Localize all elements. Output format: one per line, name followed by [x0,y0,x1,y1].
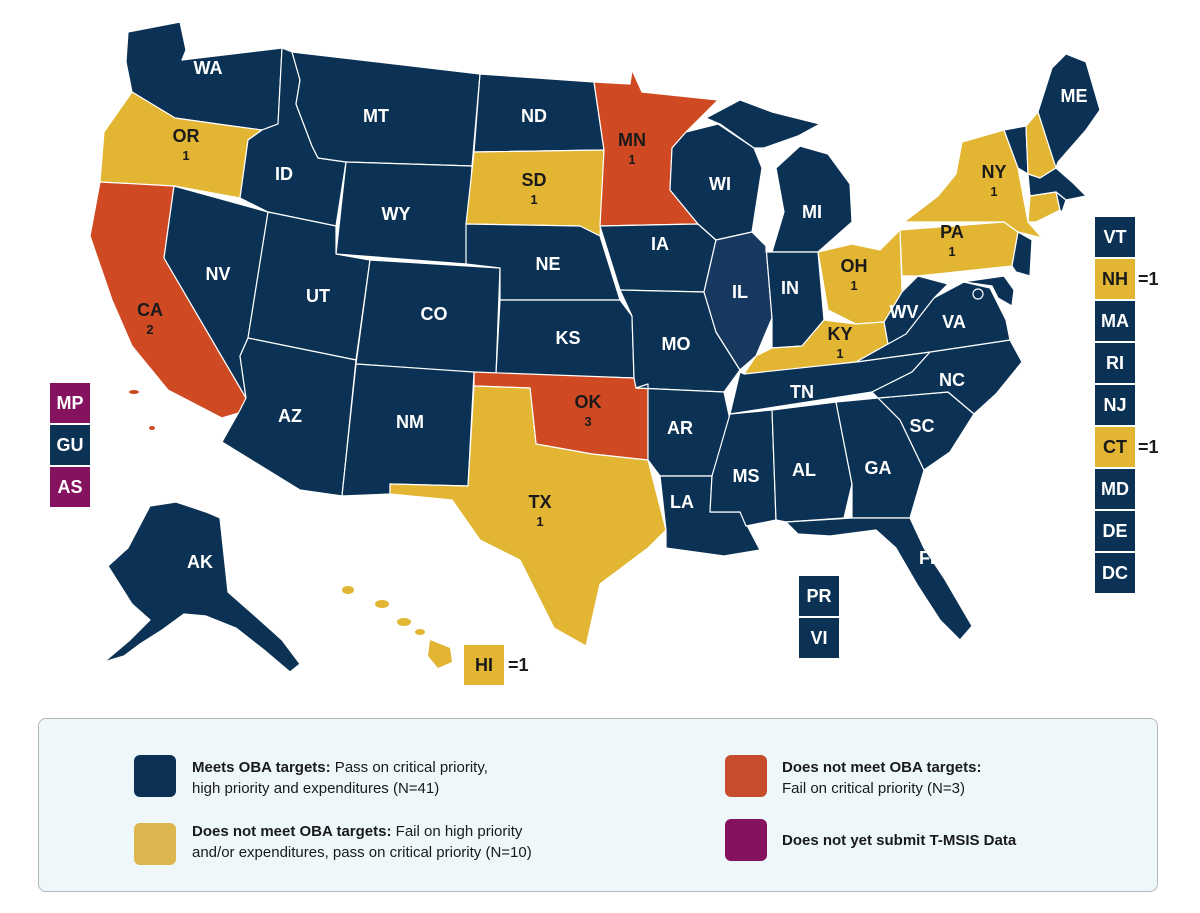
state-label-nc: NC [939,370,965,390]
state-label-ky: KY [827,324,852,344]
state-label-ok: OK [575,392,602,412]
state-nc[interactable] [871,339,1023,415]
state-label-pa: PA [940,222,964,242]
state-tx[interactable] [389,385,667,647]
state-mi-upper[interactable] [705,99,821,149]
state-label-id: ID [275,164,293,184]
state-label-nv: NV [205,264,230,284]
state-count-tx: 1 [536,514,543,529]
box-dc[interactable]: DC [1094,552,1136,594]
state-label-mi: MI [802,202,822,222]
state-mi[interactable] [771,145,853,253]
state-nj[interactable] [1011,231,1033,277]
state-label-wy: WY [382,204,411,224]
state-label-al: AL [792,460,816,480]
state-label-ga: GA [865,458,892,478]
state-label-mt: MT [363,106,389,126]
hi-count: =1 [508,655,529,675]
legend-swatch-meets [134,755,176,797]
state-count-mn: 1 [628,152,635,167]
state-count-ky: 1 [836,346,843,361]
legend-text-meets: Meets OBA targets: Pass on critical prio… [192,759,488,797]
box-vt[interactable]: VT [1094,216,1136,258]
state-label-me: ME [1061,86,1088,106]
box-as[interactable]: AS [49,466,91,508]
state-label-in: IN [781,278,799,298]
box-hi[interactable]: HI [463,644,505,686]
state-label-ia: IA [651,234,669,254]
state-count-ny: 1 [990,184,997,199]
state-count-sd: 1 [530,192,537,207]
state-label-wi: WI [709,174,731,194]
state-label-sc: SC [909,416,934,436]
box-ct[interactable]: CT [1094,426,1136,468]
legend-swatch-fail-critical [725,755,767,797]
box-nh[interactable]: NH [1094,258,1136,300]
state-ct-ri[interactable] [1027,191,1061,223]
state-me[interactable] [1037,53,1101,169]
state-count-pa: 1 [948,244,955,259]
state-label-co: CO [421,304,448,324]
state-label-mo: MO [662,334,691,354]
nh-count: =1 [1138,269,1159,289]
state-label-nm: NM [396,412,424,432]
state-count-or: 1 [182,148,189,163]
state-label-va: VA [942,312,966,332]
ct-count: =1 [1138,437,1159,457]
state-label-or: OR [173,126,200,146]
us-map: WA OR 1 CA 2 NV ID MT WY UT AZ CO NM ND SD 1 NE KS OK 3 TX 1 M… [89,21,1101,673]
state-label-ne: NE [535,254,560,274]
state-label-sd: SD [521,170,546,190]
dc-marker [972,288,984,300]
box-ma[interactable]: MA [1094,300,1136,342]
state-label-ks: KS [555,328,580,348]
state-va[interactable] [855,281,1011,363]
box-pr[interactable]: PR [798,575,840,617]
box-gu[interactable]: GU [49,424,91,466]
state-label-nd: ND [521,106,547,126]
state-label-ca: CA [137,300,163,320]
box-md[interactable]: MD [1094,468,1136,510]
state-label-ut: UT [306,286,330,306]
state-count-ca: 2 [146,322,153,337]
legend-text-fail-critical: Does not meet OBA targets: Fail on criti… [782,759,982,797]
state-ak[interactable] [103,501,301,673]
state-ri[interactable] [1055,191,1067,213]
legend-swatch-fail-high [134,823,176,865]
state-label-wa: WA [194,58,223,78]
legend-panel: Meets OBA targets: Pass on critical prio… [38,718,1158,892]
state-wv[interactable] [883,275,949,345]
state-count-ok: 3 [584,414,591,429]
state-label-ar: AR [667,418,693,438]
state-label-oh: OH [841,256,868,276]
state-label-ny: NY [981,162,1006,182]
state-label-la: LA [670,492,694,512]
box-de[interactable]: DE [1094,510,1136,552]
state-md[interactable] [947,275,1015,307]
state-label-tx: TX [528,492,551,512]
box-mp[interactable]: MP [49,382,91,424]
state-label-wv: WV [890,302,919,322]
legend-text-fail-high: Does not meet OBA targets: Fail on high … [192,823,532,861]
state-fl[interactable] [785,517,973,641]
state-label-il: IL [732,282,748,302]
box-ri[interactable]: RI [1094,342,1136,384]
state-label-az: AZ [278,406,302,426]
state-count-oh: 1 [850,278,857,293]
box-nj[interactable]: NJ [1094,384,1136,426]
ca-islands [129,390,155,430]
state-hi-islands[interactable] [342,586,452,668]
legend-text-no-data: Does not yet submit T-MSIS Data [782,832,1017,849]
box-vi[interactable]: VI [798,617,840,659]
state-label-ak: AK [187,552,213,572]
state-label-fl: FL [919,548,941,568]
state-label-mn: MN [618,130,646,150]
state-label-ms: MS [733,466,760,486]
state-label-tn: TN [790,382,814,402]
legend-swatch-no-data [725,819,767,861]
